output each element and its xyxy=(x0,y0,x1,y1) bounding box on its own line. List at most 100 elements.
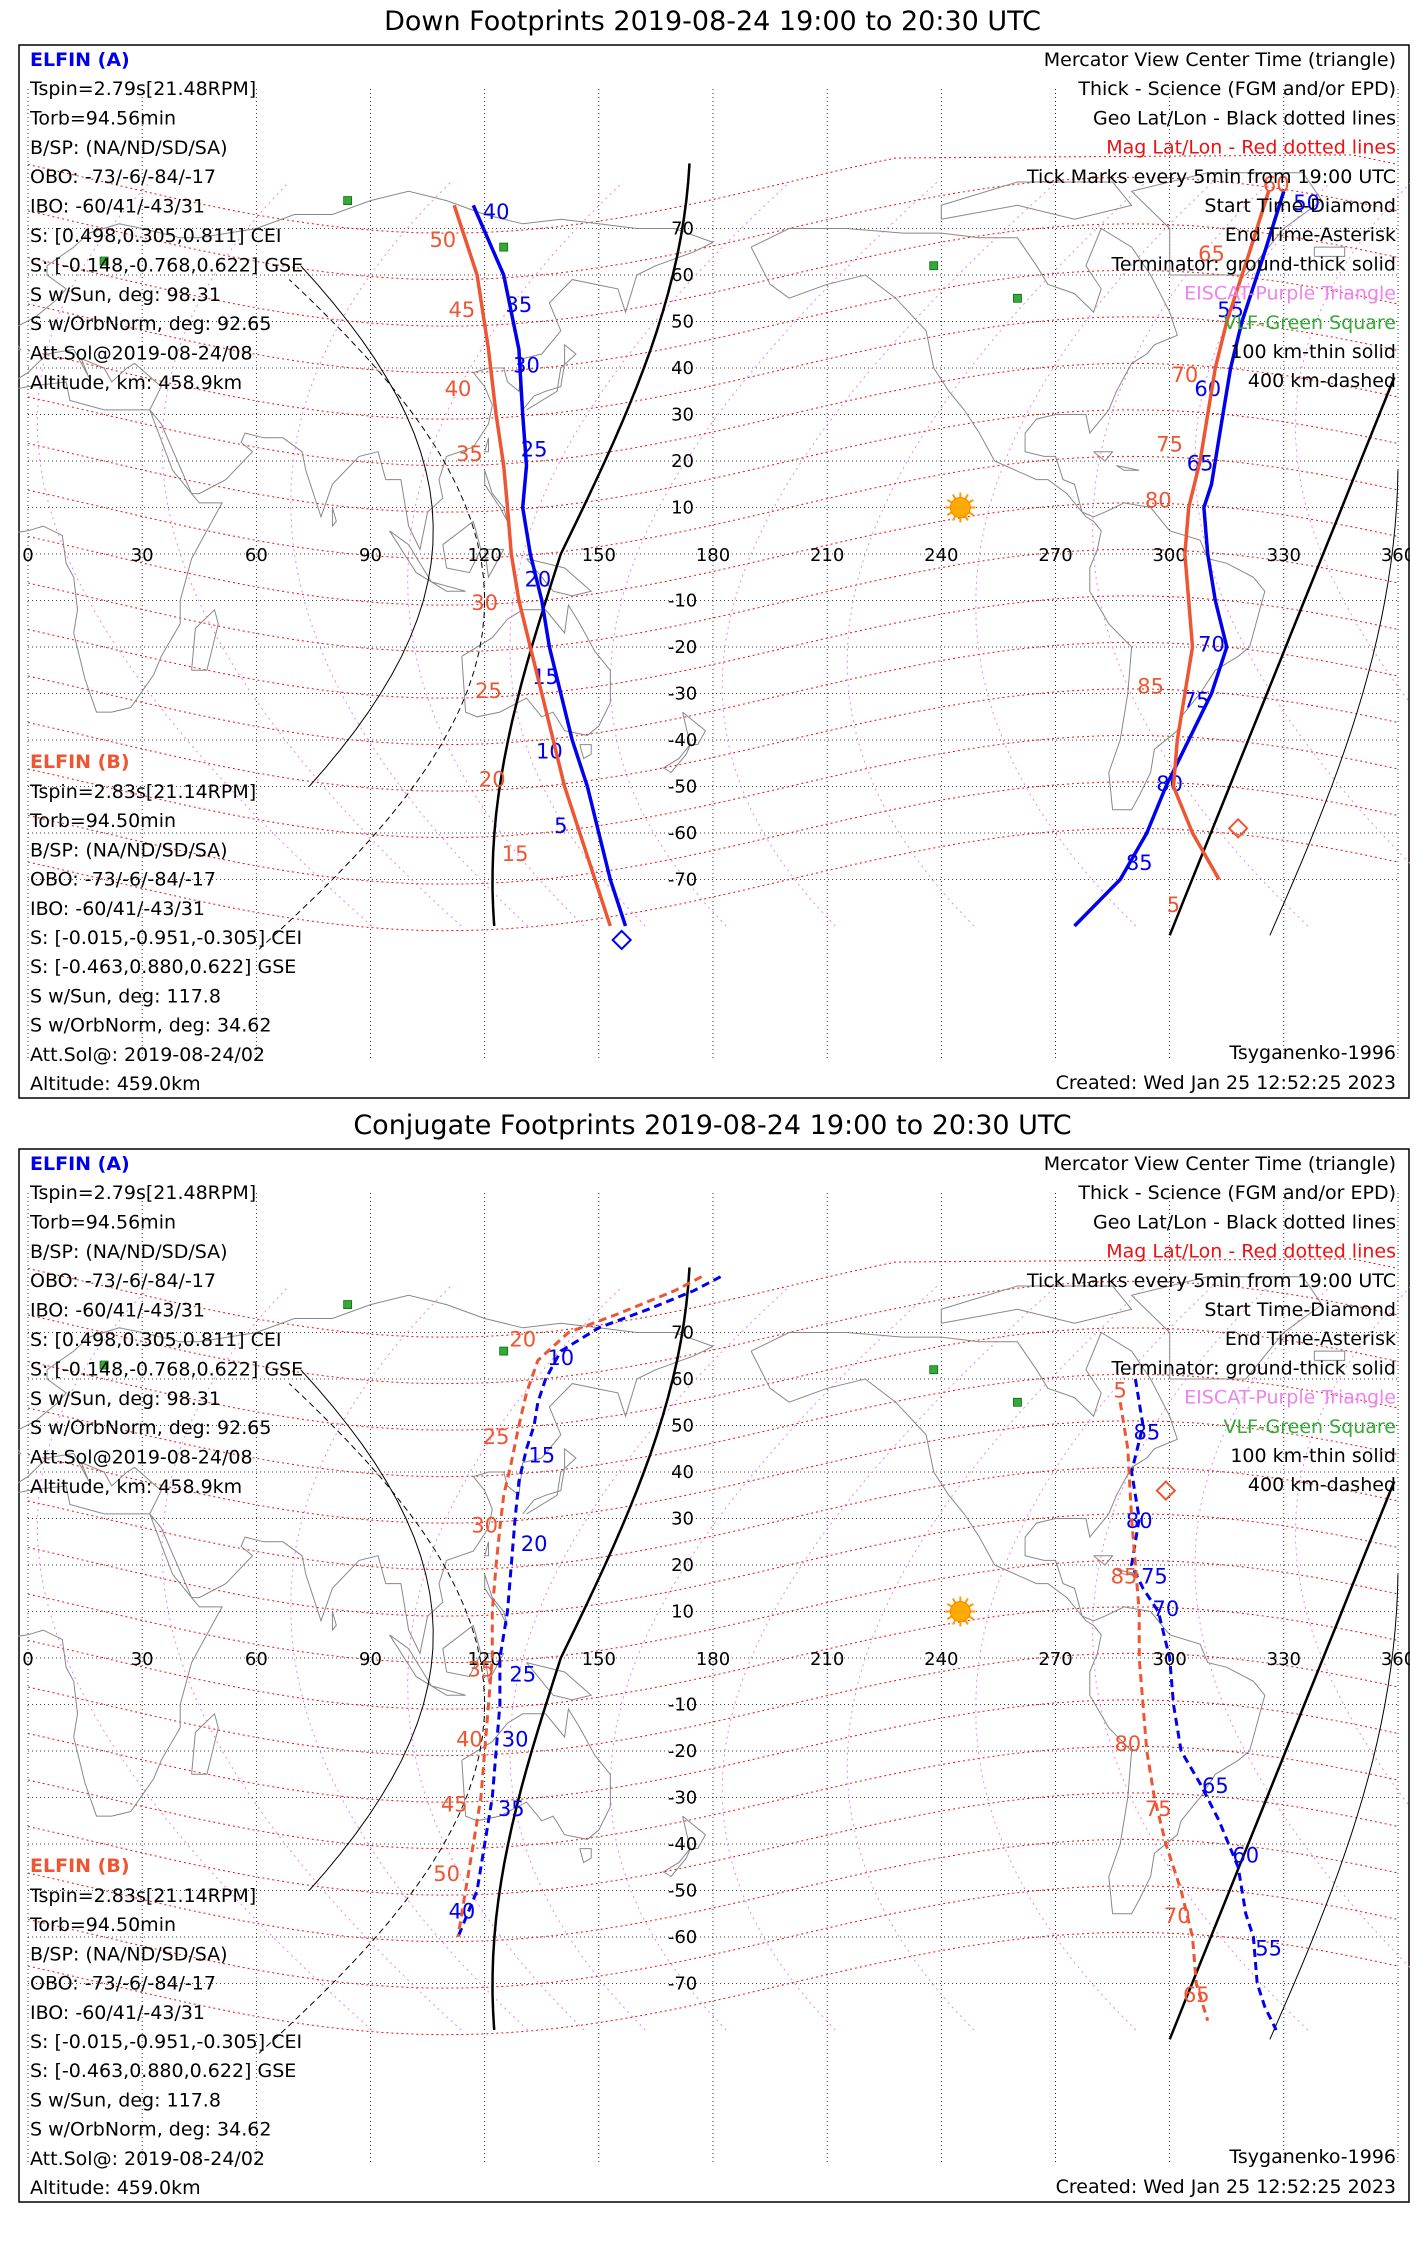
mag-meridian xyxy=(161,1285,462,2031)
coastline xyxy=(682,711,707,746)
track-tick-label: 80 xyxy=(1114,1732,1141,1756)
track-tick-label: 65 xyxy=(1202,1774,1229,1798)
elfin-a-info-line: Altitude, km: 458.9km xyxy=(30,1476,242,1498)
coastline xyxy=(662,744,691,774)
mag-meridian xyxy=(721,181,1057,927)
coastlines xyxy=(18,1276,1346,1915)
legend-entry: 100 km-thin solid xyxy=(1230,1445,1396,1467)
lon-label: 360 xyxy=(1381,1649,1410,1670)
coastline xyxy=(526,558,593,597)
coastline xyxy=(18,190,714,351)
coastline xyxy=(750,1331,1266,1915)
track-tick-label: 60 xyxy=(1194,377,1221,401)
track-tick-label: 35 xyxy=(467,1658,494,1682)
track-tick-label: 45 xyxy=(441,1792,468,1816)
elfin-a-track-west xyxy=(456,1275,722,1938)
legend-entry: End Time-Asterisk xyxy=(1225,224,1396,246)
track-tick-label: 60 xyxy=(1232,1844,1259,1868)
lon-label: 30 xyxy=(131,1649,154,1670)
coastline xyxy=(526,1662,593,1701)
elfin-a-info-line: B/SP: (NA/ND/SD/SA) xyxy=(30,137,228,159)
lat-label: -30 xyxy=(668,684,697,705)
lat-label: 40 xyxy=(671,358,694,379)
track-tick-label: 85 xyxy=(1111,1565,1138,1589)
elfin-a-info-line: OBO: -73/-6/-84/-17 xyxy=(30,1270,216,1292)
lat-label: 70 xyxy=(671,1323,694,1344)
vlf-station-square xyxy=(99,256,109,266)
elfin-b-info-line: B/SP: (NA/ND/SD/SA) xyxy=(30,839,228,861)
elfin-a-info-line: S w/OrbNorm, deg: 92.65 xyxy=(30,1417,271,1439)
mag-meridian xyxy=(610,1285,938,2031)
panel-title-conjugate: Conjugate Footprints 2019-08-24 19:00 to… xyxy=(353,1110,1072,1141)
legend-entry: Mag Lat/Lon - Red dotted lines xyxy=(1106,1241,1396,1263)
legend-entry: 100 km-thin solid xyxy=(1230,341,1396,363)
track-tick-label: 70 xyxy=(1152,1597,1179,1621)
terminator-100km xyxy=(300,265,434,787)
coastline xyxy=(484,437,489,453)
mag-meridian xyxy=(1092,1285,1309,2031)
lon-label: 60 xyxy=(245,545,268,566)
elfin-b-info-line: Altitude: 459.0km xyxy=(30,2177,201,2199)
elfin-b-info-line: Altitude: 459.0km xyxy=(30,1073,201,1095)
elfin-b-info-line: S: [-0.015,-0.951,-0.305] CEI xyxy=(30,927,302,949)
legend-entry: Start Time-Diamond xyxy=(1204,195,1396,217)
elfin-b-info-line: IBO: -60/41/-43/31 xyxy=(30,898,205,920)
terminator-100km xyxy=(300,1369,434,1891)
coastline xyxy=(940,181,1133,220)
vlf-station-square xyxy=(929,1365,939,1375)
track-tick-label: 40 xyxy=(483,200,510,224)
lat-label: -10 xyxy=(668,1695,697,1716)
sun-disc xyxy=(949,497,971,518)
start-time-diamond xyxy=(611,929,633,951)
track-tick-label: 35 xyxy=(506,293,533,317)
track-tick-label: 70 xyxy=(1164,1904,1191,1928)
legend-entry: Tick Marks every 5min from 19:00 UTC xyxy=(1026,1270,1396,1292)
track-tick-label: 85 xyxy=(1137,675,1164,699)
lon-label: 120 xyxy=(467,545,501,566)
lat-label: -40 xyxy=(668,730,697,751)
legend-entry: Tick Marks every 5min from 19:00 UTC xyxy=(1026,166,1396,188)
lon-label: 0 xyxy=(22,1649,33,1670)
lon-label: 270 xyxy=(1038,1649,1072,1670)
lat-label: -10 xyxy=(668,591,697,612)
coastline xyxy=(1313,1350,1346,1361)
vlf-station-square xyxy=(99,1360,109,1370)
track-tick-label: 75 xyxy=(1141,1565,1168,1589)
elfin-a-info-line: Torb=94.56min xyxy=(29,107,176,129)
track-tick-label: 40 xyxy=(456,1727,483,1751)
coastline xyxy=(331,1611,337,1632)
elfin-b-header: ELFIN (B) xyxy=(30,1855,130,1877)
lat-label: 50 xyxy=(671,1416,694,1437)
lon-label: 90 xyxy=(359,1649,382,1670)
legend-entry: Terminator: ground-thick solid xyxy=(1111,1357,1397,1379)
lon-label: 150 xyxy=(582,545,616,566)
terminator-100km-east xyxy=(1269,470,1399,936)
start-time-diamond xyxy=(1227,817,1249,839)
lat-label: -70 xyxy=(668,1974,697,1995)
track-tick-label: 45 xyxy=(448,298,475,322)
coastline xyxy=(1093,451,1114,462)
coastline xyxy=(461,603,611,736)
coastline xyxy=(522,1447,577,1515)
terminator-100km-east xyxy=(1269,1574,1399,2040)
elfin-a-info-line: B/SP: (NA/ND/SD/SA) xyxy=(30,1241,228,1263)
coastline xyxy=(1130,172,1323,276)
mag-meridian xyxy=(407,1285,624,2031)
elfin-b-info-line: S w/Sun, deg: 117.8 xyxy=(30,985,221,1007)
mag-meridian xyxy=(1194,1285,1410,1969)
legend-entry: VLF-Green Square xyxy=(1223,1416,1396,1438)
elfin-a-info-line: S w/Sun, deg: 98.31 xyxy=(30,284,221,306)
track-tick-label: 85 xyxy=(1133,1420,1160,1444)
lat-label: 20 xyxy=(671,451,694,472)
lon-label: 60 xyxy=(245,1649,268,1670)
elfin-b-info-line: IBO: -60/41/-43/31 xyxy=(30,2002,205,2024)
legend-entry: Mercator View Center Time (triangle) xyxy=(1044,1153,1396,1175)
vlf-station-square xyxy=(343,1300,353,1310)
elfin-a-track-east xyxy=(1130,1378,1278,2031)
coastline xyxy=(1130,1276,1323,1380)
track-tick-label: 35 xyxy=(498,1797,525,1821)
lon-label: 360 xyxy=(1381,545,1410,566)
elfin-a-info-line: Tspin=2.79s[21.48RPM] xyxy=(29,1182,256,1204)
coastline xyxy=(431,581,466,592)
elfin-b-info-line: S w/Sun, deg: 117.8 xyxy=(30,2089,221,2111)
